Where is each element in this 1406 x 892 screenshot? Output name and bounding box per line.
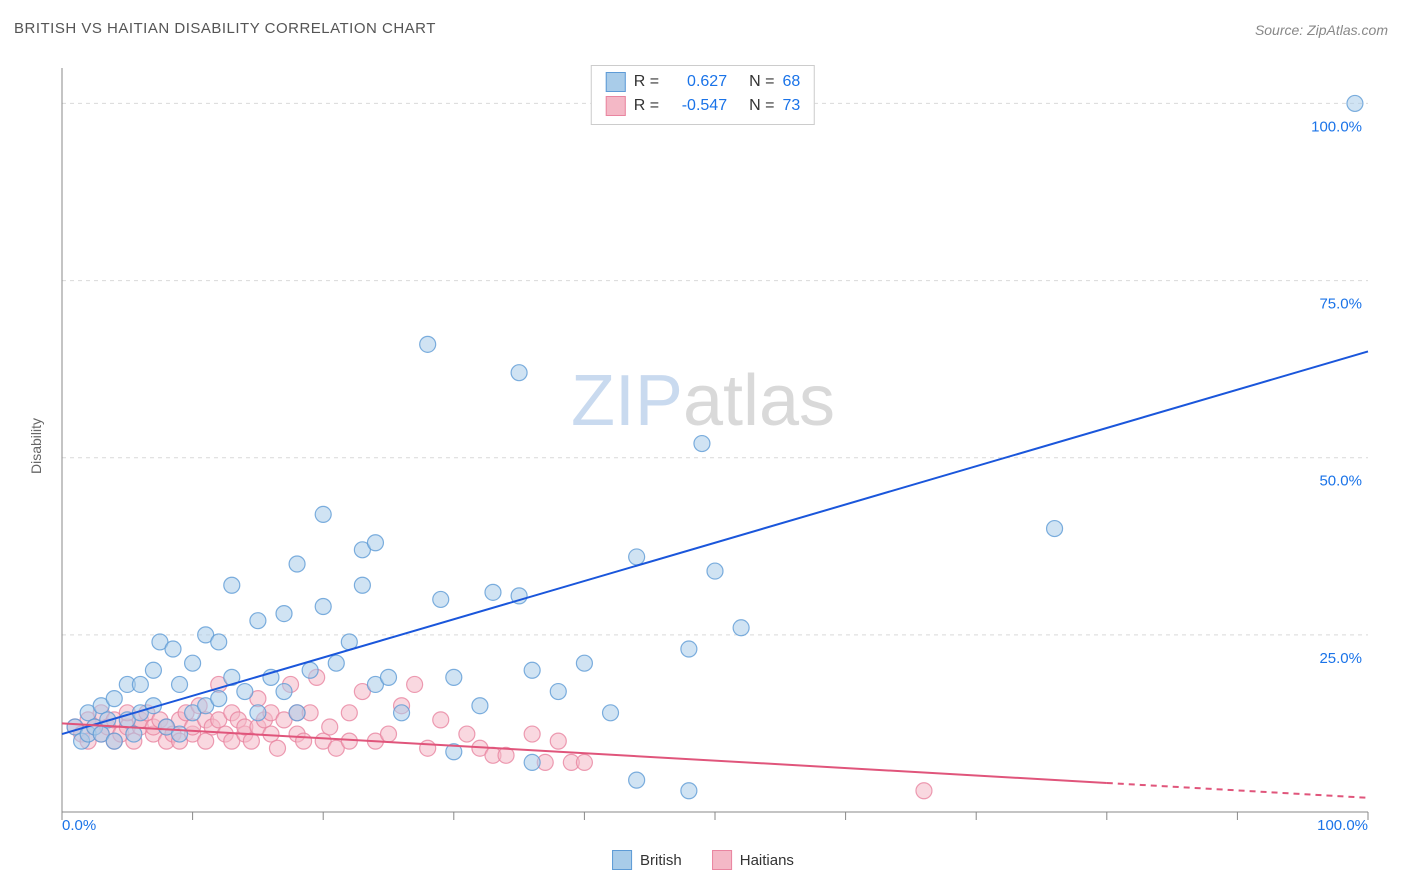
svg-text:25.0%: 25.0% [1319, 650, 1362, 667]
n-label: N = [749, 94, 774, 118]
source-attribution: Source: ZipAtlas.com [1255, 22, 1388, 38]
legend-correlation: R = 0.627 N = 68 R = -0.547 N = 73 [591, 65, 815, 125]
r-label: R = [634, 70, 659, 94]
swatch-haitians-bottom [712, 850, 732, 870]
legend-row-british: R = 0.627 N = 68 [606, 70, 800, 94]
r-value-british: 0.627 [667, 70, 727, 94]
r-label: R = [634, 94, 659, 118]
legend-item-haitians: Haitians [712, 850, 794, 870]
svg-text:100.0%: 100.0% [1311, 118, 1362, 135]
legend-row-haitians: R = -0.547 N = 73 [606, 94, 800, 118]
n-label: N = [749, 70, 774, 94]
swatch-british-bottom [612, 850, 632, 870]
legend-label-british: British [640, 852, 682, 869]
scatter-chart-svg: 0.0%25.0%50.0%75.0%100.0%0.0%100.0% [50, 60, 1380, 830]
swatch-haitians [606, 96, 626, 116]
svg-text:100.0%: 100.0% [1317, 817, 1368, 830]
legend-item-british: British [612, 850, 682, 870]
r-value-haitians: -0.547 [667, 94, 727, 118]
n-value-british: 68 [782, 70, 800, 94]
n-value-haitians: 73 [782, 94, 800, 118]
svg-text:75.0%: 75.0% [1319, 296, 1362, 313]
legend-series: British Haitians [612, 850, 794, 870]
svg-text:50.0%: 50.0% [1319, 473, 1362, 490]
svg-text:0.0%: 0.0% [62, 817, 96, 830]
swatch-british [606, 72, 626, 92]
y-axis-label: Disability [28, 418, 44, 474]
legend-label-haitians: Haitians [740, 852, 794, 869]
chart-area: 0.0%25.0%50.0%75.0%100.0%0.0%100.0% [50, 60, 1380, 830]
chart-title: BRITISH VS HAITIAN DISABILITY CORRELATIO… [14, 20, 436, 37]
